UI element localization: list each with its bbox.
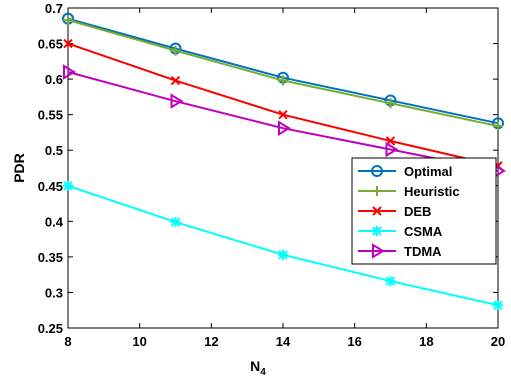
data-point-tdma [278, 120, 291, 136]
legend-marker-csma [372, 226, 382, 236]
x-tick-label: 12 [204, 334, 218, 349]
y-tick-label: 0.3 [45, 285, 63, 300]
data-point-heuristic [278, 75, 288, 86]
data-point-heuristic [63, 15, 73, 26]
data-point-deb [278, 109, 288, 120]
series-layer [62, 12, 506, 311]
x-tick-label: 20 [491, 334, 505, 349]
y-tick-label: 0.4 [45, 214, 64, 229]
series-csma [63, 180, 503, 311]
y-tick-label: 0.5 [45, 143, 63, 158]
legend: Optimal Heuristic DEB CSMA TDMA [351, 157, 497, 265]
y-tick-label: 0.55 [38, 108, 63, 123]
series-line-tdma [67, 71, 499, 172]
x-axis-label: N4 [250, 358, 266, 378]
data-point-tdma [170, 93, 184, 109]
x-tick-label: 8 [64, 334, 71, 349]
data-point-tdma [63, 64, 76, 80]
legend-label-heuristic: Heuristic [404, 184, 460, 199]
data-point-csma [385, 276, 396, 287]
data-point-csma [170, 217, 181, 228]
legend-marker-deb [372, 206, 382, 216]
legend-marker-optimal [371, 165, 383, 177]
x-tick-label: 16 [347, 334, 361, 349]
y-tick-label: 0.65 [38, 37, 63, 52]
data-point-heuristic [170, 45, 181, 56]
y-tick-label: 0.7 [45, 1, 63, 16]
data-point-csma [493, 300, 503, 311]
x-tick-label: 14 [276, 334, 291, 349]
y-axis-label: PDR [11, 153, 27, 183]
y-tick-label: 0.6 [45, 72, 63, 87]
y-axis: 0.25 0.3 0.35 0.4 0.45 0.5 0.55 0.6 0.65 0.7 [38, 1, 498, 336]
x-axis: 8 10 12 14 16 18 20 [64, 8, 505, 349]
data-point-csma [63, 180, 73, 191]
legend-label-deb: DEB [404, 204, 431, 219]
legend-label-optimal: Optimal [404, 164, 452, 179]
y-tick-label: 0.35 [38, 250, 63, 265]
data-point-deb [63, 38, 73, 49]
legend-marker-heuristic [372, 186, 382, 196]
legend-label-csma: CSMA [404, 224, 443, 239]
data-point-tdma [385, 141, 399, 158]
x-tick-label: 10 [132, 334, 146, 349]
legend-label-tdma: TDMA [404, 244, 442, 259]
x-tick-label: 18 [419, 334, 433, 349]
legend-marker-tdma [372, 243, 385, 259]
y-tick-label: 0.25 [38, 321, 63, 336]
data-point-deb [170, 75, 181, 86]
data-point-heuristic [493, 121, 503, 132]
y-tick-label: 0.45 [38, 179, 63, 194]
data-point-heuristic [385, 98, 396, 109]
data-point-csma [278, 249, 288, 260]
series-heuristic [63, 15, 503, 132]
